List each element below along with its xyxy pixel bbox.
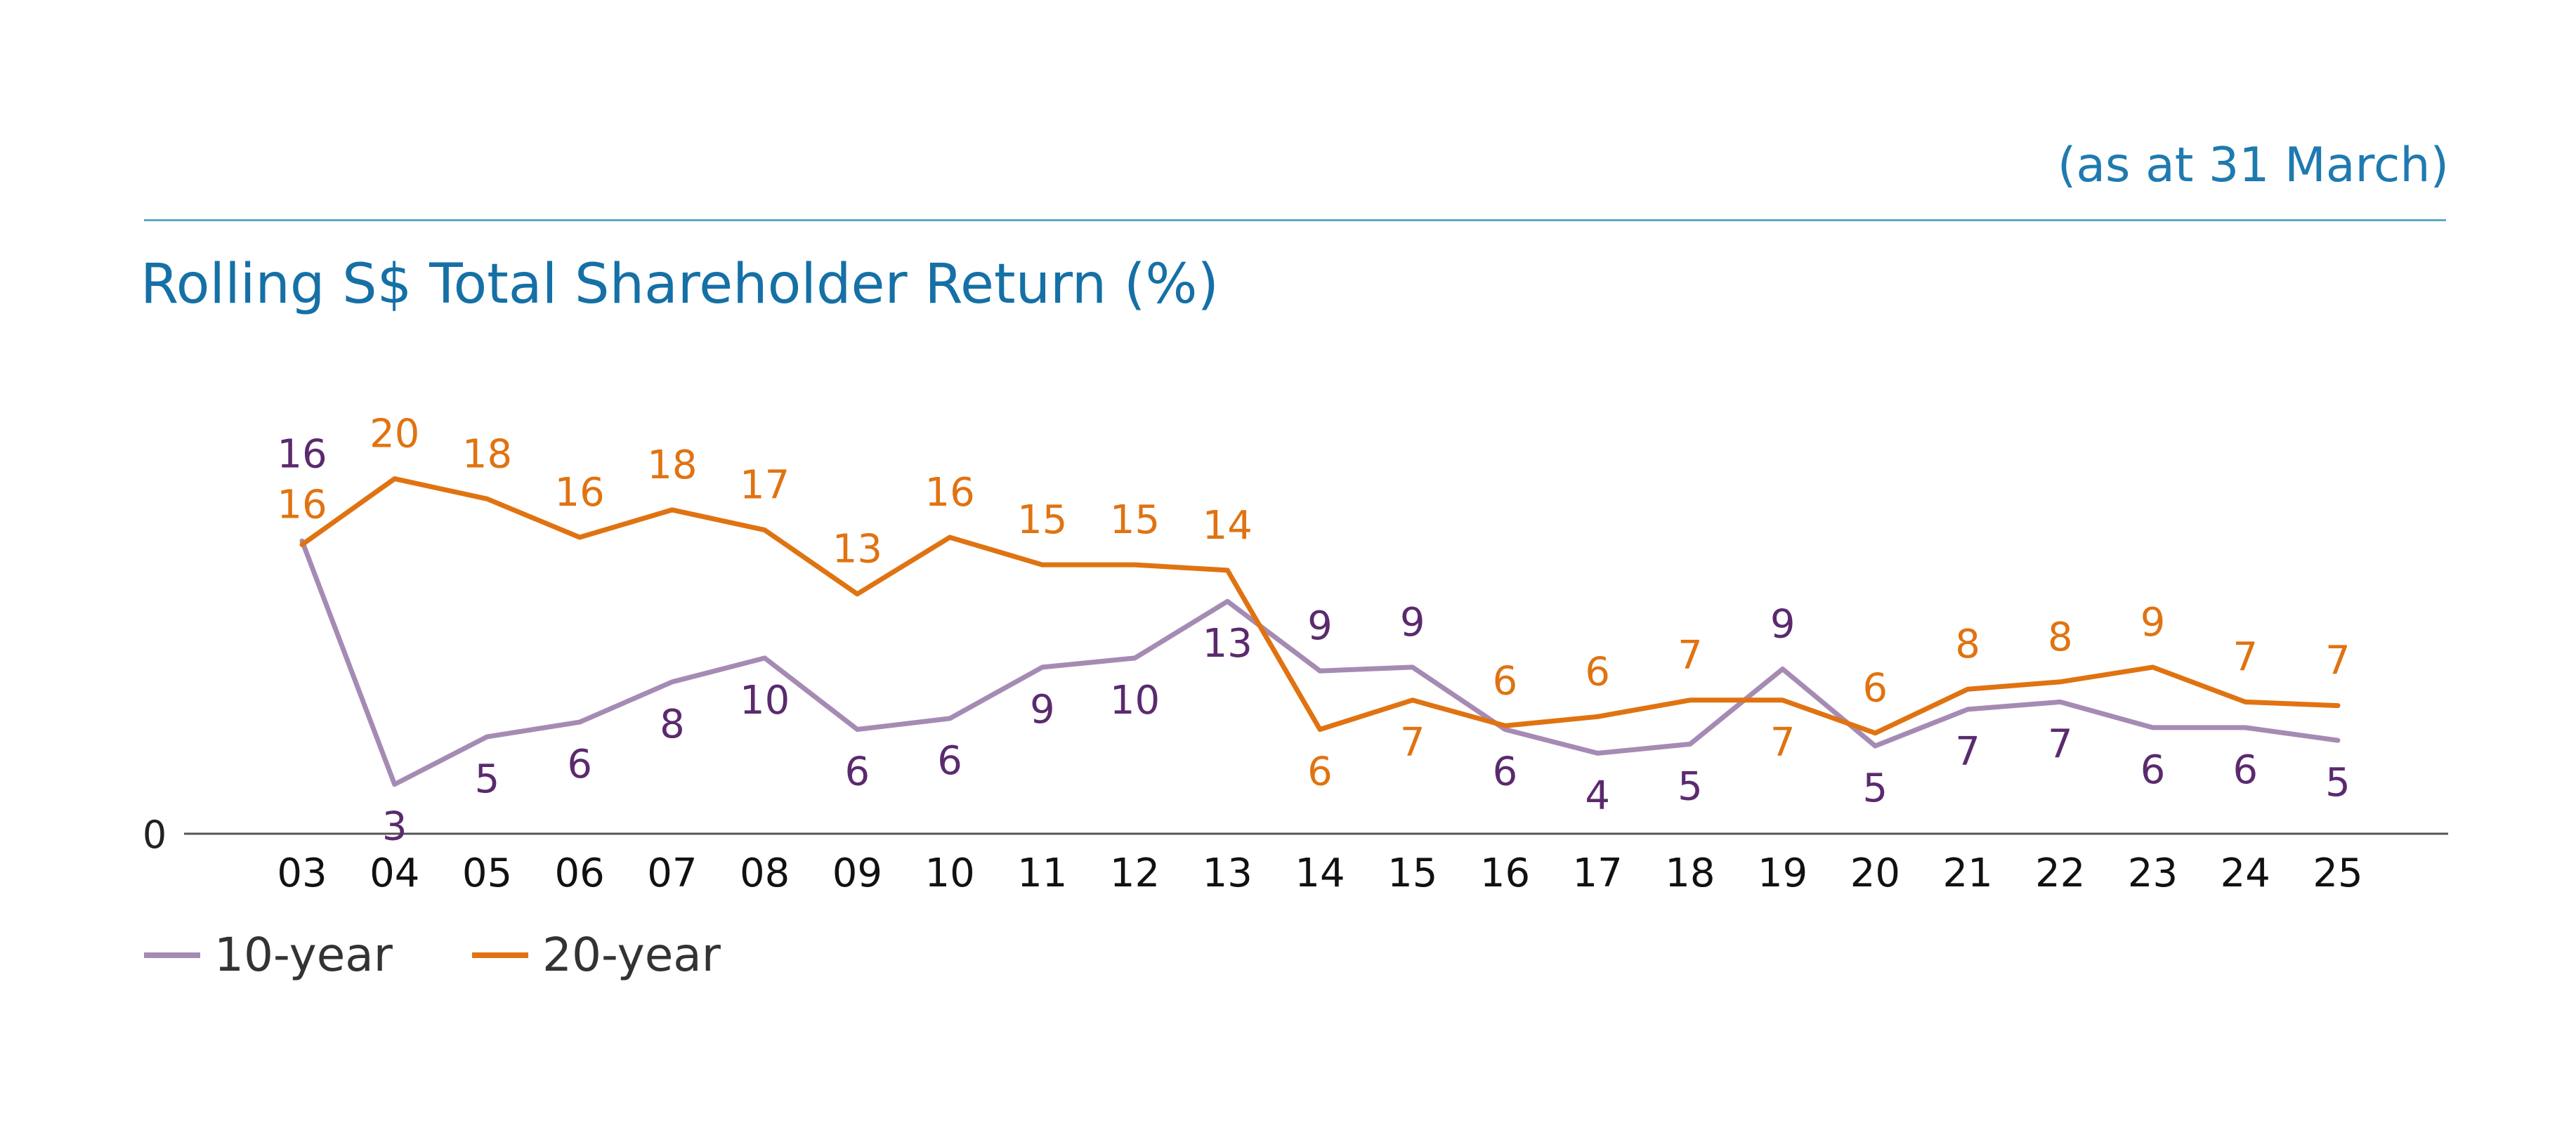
legend-label-20-year: 20-year xyxy=(542,928,721,982)
data-label-20-year: 6 xyxy=(1585,649,1610,695)
data-label-20-year: 8 xyxy=(2048,615,2073,660)
data-label-10-year: 5 xyxy=(1863,766,1888,811)
x-tick-label: 17 xyxy=(1573,851,1623,896)
x-tick-label: 23 xyxy=(2128,851,2178,896)
data-label-20-year: 7 xyxy=(1770,720,1796,766)
data-label-20-year: 15 xyxy=(1110,497,1160,543)
x-tick-label: 13 xyxy=(1203,851,1253,896)
data-label-20-year: 9 xyxy=(2140,600,2166,645)
chart-title: Rolling S$ Total Shareholder Return (%) xyxy=(140,253,1219,316)
data-label-10-year: 10 xyxy=(740,678,790,723)
header-divider xyxy=(144,219,2446,221)
data-label-10-year: 9 xyxy=(1770,602,1796,648)
data-label-10-year: 6 xyxy=(2140,747,2166,793)
data-label-20-year: 7 xyxy=(2325,638,2351,684)
data-label-20-year: 18 xyxy=(462,431,512,477)
data-label-10-year: 5 xyxy=(1678,763,1703,809)
data-label-10-year: 16 xyxy=(277,431,327,477)
data-label-20-year: 6 xyxy=(1863,666,1888,712)
data-label-10-year: 9 xyxy=(1307,603,1333,649)
x-tick-label: 18 xyxy=(1665,851,1715,896)
x-tick-label: 20 xyxy=(1850,851,1900,896)
x-tick-label: 06 xyxy=(555,851,605,896)
data-label-10-year: 6 xyxy=(937,738,962,784)
data-label-10-year: 6 xyxy=(1493,749,1518,795)
data-label-20-year: 7 xyxy=(1400,720,1425,766)
data-label-10-year: 10 xyxy=(1110,678,1160,723)
x-tick-label: 14 xyxy=(1295,851,1345,896)
data-label-20-year: 8 xyxy=(1955,622,1980,667)
data-label-10-year: 6 xyxy=(2232,747,2258,793)
data-label-20-year: 7 xyxy=(2232,634,2258,680)
x-tick-label: 03 xyxy=(277,851,327,896)
x-tick-label: 05 xyxy=(462,851,512,896)
x-tick-label: 08 xyxy=(740,851,790,896)
data-label-20-year: 15 xyxy=(1017,497,1067,543)
series-line-20-year xyxy=(299,476,2341,736)
data-label-10-year: 6 xyxy=(567,742,592,787)
x-tick-label: 04 xyxy=(370,851,419,896)
data-label-20-year: 18 xyxy=(647,442,697,488)
data-label-20-year: 17 xyxy=(740,463,790,509)
y-tick-label: 0 xyxy=(143,813,166,857)
data-label-10-year: 4 xyxy=(1585,773,1610,818)
x-tick-label: 24 xyxy=(2221,851,2270,896)
x-tick-label: 25 xyxy=(2313,851,2362,896)
data-label-20-year: 16 xyxy=(924,470,974,516)
x-tick-label: 22 xyxy=(2035,851,2085,896)
x-tick-label: 07 xyxy=(647,851,697,896)
x-tick-label: 12 xyxy=(1110,851,1160,896)
data-label-20-year: 20 xyxy=(370,412,419,457)
x-tick-label: 21 xyxy=(1942,851,1992,896)
x-tick-label: 19 xyxy=(1758,851,1807,896)
data-label-20-year: 14 xyxy=(1203,503,1253,549)
data-label-20-year: 13 xyxy=(832,527,882,572)
legend-label-10-year: 10-year xyxy=(214,928,393,982)
data-label-20-year: 7 xyxy=(1678,633,1703,678)
data-label-10-year: 13 xyxy=(1203,621,1253,667)
data-label-10-year: 8 xyxy=(660,702,685,747)
x-tick-label: 11 xyxy=(1017,851,1067,896)
data-label-10-year: 5 xyxy=(2325,760,2351,806)
data-label-10-year: 3 xyxy=(382,804,407,850)
data-label-10-year: 9 xyxy=(1400,600,1425,645)
data-label-10-year: 7 xyxy=(2048,721,2073,767)
data-label-10-year: 5 xyxy=(475,756,500,802)
data-label-10-year: 7 xyxy=(1955,729,1980,775)
data-label-20-year: 16 xyxy=(277,482,327,527)
as-at-date: (as at 31 March) xyxy=(2057,138,2449,193)
x-tick-label: 09 xyxy=(832,851,882,896)
data-label-10-year: 9 xyxy=(1030,687,1055,733)
data-label-20-year: 16 xyxy=(555,470,605,516)
data-label-20-year: 6 xyxy=(1493,658,1518,704)
data-label-10-year: 6 xyxy=(845,749,870,795)
data-label-20-year: 6 xyxy=(1307,749,1333,795)
x-tick-label: 16 xyxy=(1480,851,1530,896)
series-line-10-year xyxy=(299,538,2341,787)
x-tick-label: 15 xyxy=(1387,851,1437,896)
x-tick-label: 10 xyxy=(924,851,974,896)
